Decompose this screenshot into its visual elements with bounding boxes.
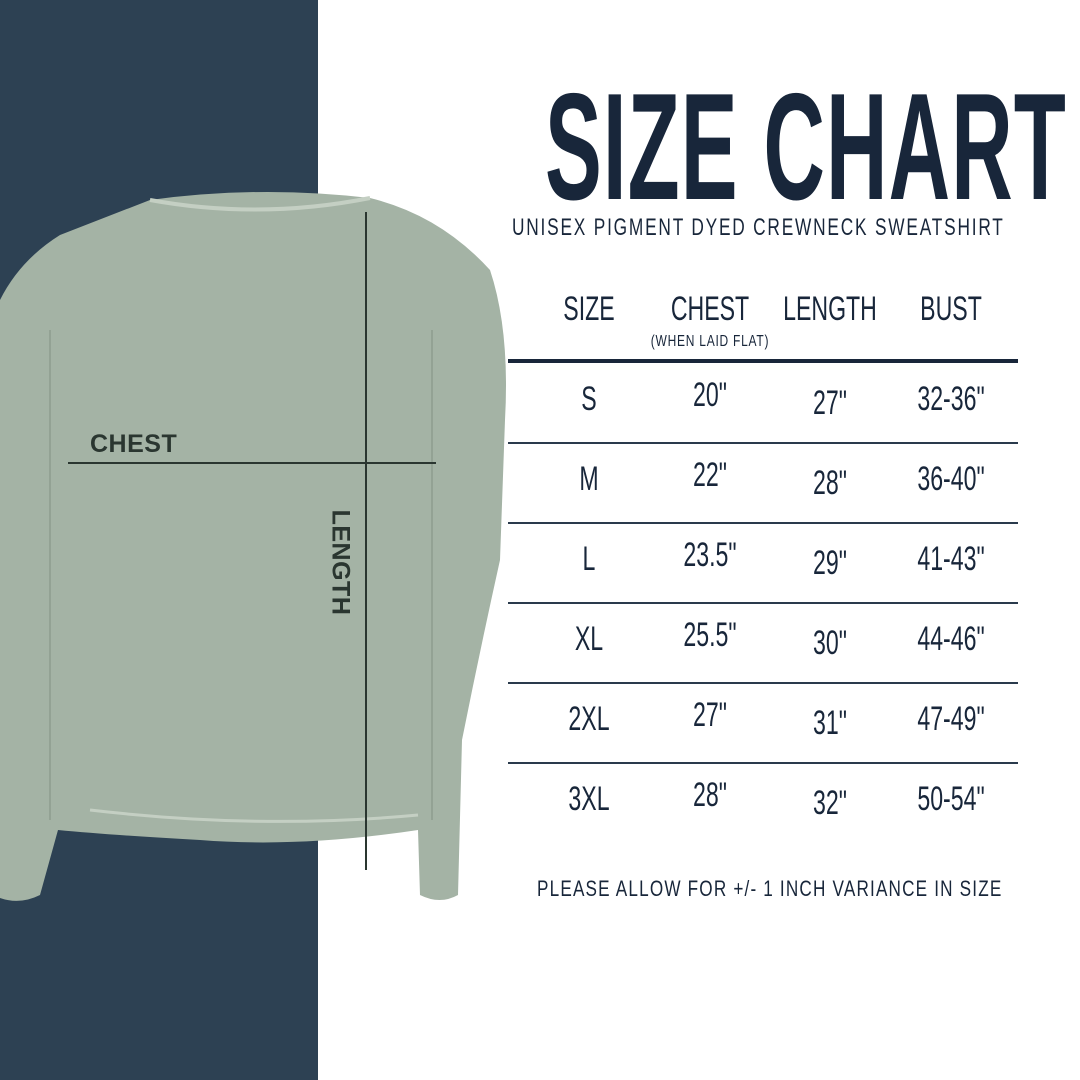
header-size: SIZE (563, 290, 615, 328)
table-cell: 25.5" (683, 616, 737, 654)
table-cell: 47-49" (917, 700, 985, 738)
table-cell: 50-54" (917, 780, 985, 818)
table-cell: 32" (813, 784, 847, 822)
table-cell: 20" (693, 376, 727, 414)
table-cell: 36-40" (917, 460, 985, 498)
table-cell: 41-43" (917, 540, 985, 578)
table-cell: 2XL (568, 700, 610, 738)
table-cell: XL (574, 620, 604, 658)
table-cell: 3XL (568, 780, 610, 818)
sweatshirt-body (0, 191, 506, 901)
length-label: LENGTH (326, 509, 355, 616)
table-cell: 23.5" (683, 536, 737, 574)
table-cell: L (582, 540, 596, 578)
row-divider (508, 762, 1018, 764)
table-cell: M (579, 460, 599, 498)
row-divider (508, 442, 1018, 444)
table-cell: 27" (693, 696, 727, 734)
table-cell: 28" (693, 776, 727, 814)
table-cell: S (581, 380, 597, 418)
header-bust: BUST (920, 290, 982, 328)
chest-note: (WHEN LAID FLAT) (650, 333, 770, 350)
header-chest: CHEST (670, 290, 750, 328)
variance-note: PLEASE ALLOW FOR +/- 1 INCH VARIANCE IN … (537, 876, 1003, 901)
sweatshirt-image (0, 191, 506, 901)
table-cell: 22" (693, 456, 727, 494)
page-title: SIZE CHART (545, 62, 1067, 232)
table-cell: 29" (813, 544, 847, 582)
header-divider (508, 359, 1018, 363)
row-divider (508, 522, 1018, 524)
subtitle: UNISEX PIGMENT DYED CREWNECK SWEATSHIRT (512, 214, 1005, 241)
row-divider (508, 682, 1018, 684)
header-length: LENGTH (783, 290, 877, 328)
row-divider (508, 602, 1018, 604)
chest-label: CHEST (90, 430, 178, 458)
table-cell: 27" (813, 384, 847, 422)
table-cell: 28" (813, 464, 847, 502)
table-cell: 31" (813, 704, 847, 742)
table-cell: 30" (813, 624, 847, 662)
table-cell: 32-36" (917, 380, 985, 418)
table-cell: 44-46" (917, 620, 985, 658)
